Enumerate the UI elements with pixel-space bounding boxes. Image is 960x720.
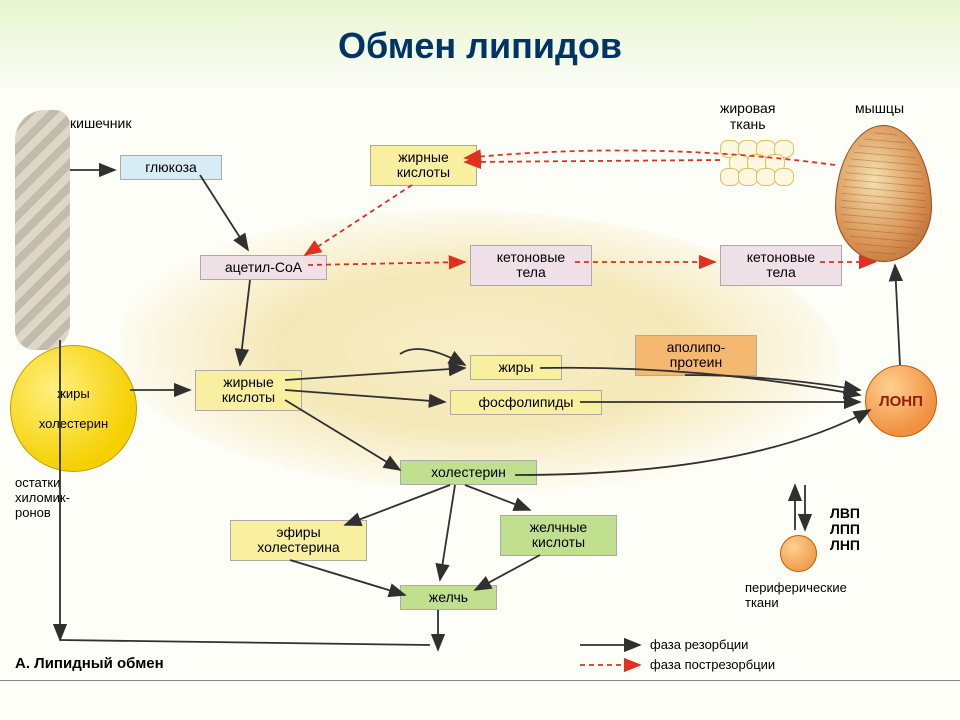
node-fatty_acids_top: жирные кислоты	[370, 145, 477, 186]
node-chol_esters: эфиры холестерина	[230, 520, 367, 561]
node-bile: желчь	[400, 585, 497, 610]
vldl-text: ЛОНП	[879, 393, 923, 410]
muscle-shape	[835, 125, 932, 262]
node-fatty_acids_mid: жирные кислоты	[195, 370, 302, 411]
legend-postresorb: фаза пострезорбции	[650, 657, 775, 672]
bottom-caption: А. Липидный обмен	[15, 655, 164, 672]
vldl-circle: ЛОНП	[865, 365, 937, 437]
chylomicron-circle: жиры холестерин	[10, 345, 137, 472]
node-fats: жиры	[470, 355, 562, 380]
node-cholesterol: холестерин	[400, 460, 537, 485]
chylomicron-line2: холестерин	[39, 416, 108, 431]
legend-resorb: фаза резорбции	[650, 637, 748, 652]
muscle-label: мышцы	[855, 100, 904, 116]
adipose-shape	[720, 140, 795, 190]
page-title: Обмен липидов	[0, 0, 960, 67]
node-phospholipids: фосфолипиды	[450, 390, 602, 415]
node-apolipo: аполипо- протеин	[635, 335, 757, 376]
chylomicron-line1: жиры	[57, 386, 90, 401]
node-ketone1: кетоновые тела	[470, 245, 592, 286]
node-acetyl_coa: ацетил-СоА	[200, 255, 327, 280]
chylomicron-remnants-label: остатки хиломик- ронов	[15, 475, 70, 520]
intestine-shape	[15, 110, 70, 350]
node-ketone2: кетоновые тела	[720, 245, 842, 286]
peripheral-label: периферические ткани	[745, 580, 847, 610]
node-bile_acids: желчные кислоты	[500, 515, 617, 556]
adipose-label: жировая ткань	[720, 100, 775, 132]
intestine-label: кишечник	[70, 115, 131, 131]
lipoprotein-small-circle	[780, 535, 817, 572]
diagram-canvas: кишечник жировая ткань мышцы жиры холест…	[0, 90, 960, 720]
node-glucose: глюкоза	[120, 155, 222, 180]
hdl-ldl-label: ЛВП ЛПП ЛНП	[830, 505, 860, 553]
